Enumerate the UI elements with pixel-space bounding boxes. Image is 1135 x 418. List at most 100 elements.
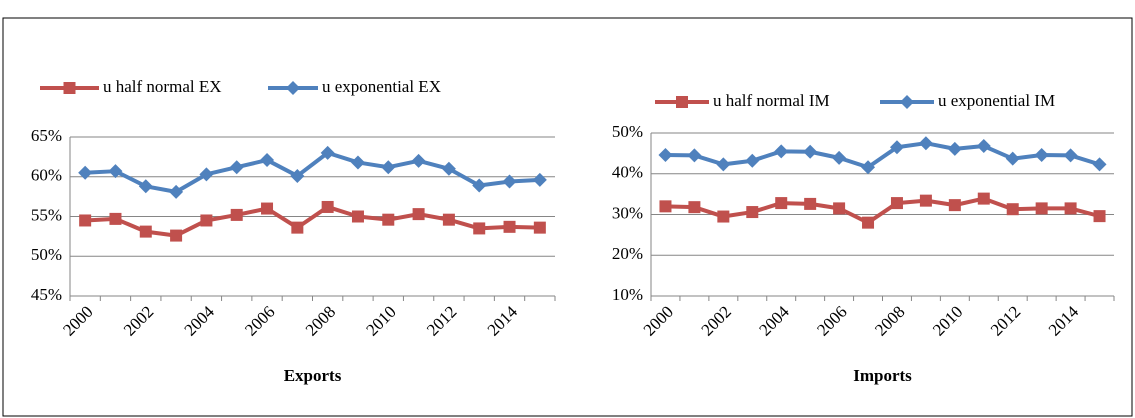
y-tick-label: 10%: [612, 285, 643, 304]
marker: [1092, 157, 1107, 172]
marker: [260, 153, 275, 168]
marker: [804, 197, 817, 210]
y-tick-label: 40%: [612, 163, 643, 182]
marker: [1006, 203, 1019, 216]
marker: [889, 140, 904, 155]
marker: [502, 174, 517, 189]
marker: [441, 161, 456, 176]
marker: [833, 202, 846, 215]
marker: [919, 194, 932, 207]
marker: [200, 214, 213, 227]
marker: [169, 184, 184, 199]
marker: [1035, 202, 1048, 215]
marker: [658, 148, 673, 163]
x-tick-label: 2008: [871, 302, 908, 339]
marker: [717, 210, 730, 223]
legend-label: u half normal IM: [713, 91, 830, 110]
marker: [803, 144, 818, 159]
series-line: [665, 196, 1101, 225]
marker: [291, 221, 304, 234]
x-tick-label: 2010: [929, 302, 966, 339]
marker: [533, 221, 546, 234]
y-tick-label: 60%: [31, 166, 62, 185]
x-axis-title: Exports: [284, 366, 342, 385]
marker: [351, 210, 364, 223]
x-tick-label: 2008: [302, 302, 339, 339]
marker: [229, 160, 244, 175]
marker: [890, 197, 903, 210]
x-tick-label: 2006: [241, 302, 278, 339]
y-tick-label: 50%: [31, 245, 62, 264]
marker: [676, 96, 688, 108]
marker: [775, 197, 788, 210]
marker: [138, 179, 153, 194]
marker: [412, 208, 425, 221]
marker: [688, 201, 701, 214]
marker: [320, 145, 335, 160]
x-tick-label: 2002: [120, 302, 157, 339]
marker: [861, 160, 876, 175]
x-tick-label: 2014: [484, 302, 522, 340]
marker: [659, 200, 672, 213]
marker: [1064, 202, 1077, 215]
marker: [532, 172, 547, 187]
y-tick-label: 65%: [31, 126, 62, 145]
y-tick-label: 55%: [31, 205, 62, 224]
marker: [947, 141, 962, 156]
marker: [687, 148, 702, 163]
marker: [745, 153, 760, 168]
marker: [170, 229, 183, 242]
legend-label: u half normal EX: [103, 77, 222, 96]
series-line: [665, 141, 1101, 170]
marker: [1063, 148, 1078, 163]
marker: [1005, 151, 1020, 166]
marker: [230, 208, 243, 221]
x-tick-label: 2002: [697, 302, 734, 339]
marker: [261, 202, 274, 215]
x-tick-label: 2012: [423, 302, 460, 339]
marker: [290, 168, 305, 183]
marker: [774, 144, 789, 159]
frame: [2, 17, 1133, 417]
marker: [918, 136, 933, 151]
marker: [716, 157, 731, 172]
x-tick-label: 2012: [987, 302, 1024, 339]
marker: [900, 95, 914, 109]
marker: [411, 153, 426, 168]
marker: [832, 150, 847, 165]
y-tick-label: 20%: [612, 244, 643, 263]
x-tick-label: 2006: [813, 302, 850, 339]
series-line: [85, 150, 540, 194]
x-axis-title: Imports: [853, 366, 912, 385]
marker: [108, 164, 123, 179]
marker: [321, 200, 334, 213]
marker: [109, 212, 122, 225]
marker: [473, 222, 486, 235]
marker: [199, 167, 214, 182]
legend-label: u exponential EX: [322, 77, 441, 96]
marker: [63, 82, 76, 94]
marker: [977, 192, 990, 205]
y-tick-label: 45%: [31, 285, 62, 304]
x-tick-label: 2000: [59, 302, 96, 339]
marker: [382, 213, 395, 226]
marker: [286, 81, 300, 95]
x-tick-label: 2004: [755, 302, 793, 340]
marker: [1093, 210, 1106, 223]
marker: [503, 220, 516, 233]
marker: [442, 213, 455, 226]
marker: [381, 160, 396, 175]
x-tick-label: 2000: [640, 302, 677, 339]
marker: [746, 206, 759, 219]
x-tick-label: 2014: [1045, 302, 1083, 340]
marker: [350, 155, 365, 170]
marker: [976, 139, 991, 154]
marker: [472, 178, 487, 193]
marker: [78, 165, 93, 180]
x-tick-label: 2004: [181, 302, 219, 340]
y-tick-label: 30%: [612, 203, 643, 222]
series-line: [85, 204, 540, 238]
marker: [1034, 148, 1049, 163]
x-tick-label: 2010: [362, 302, 399, 339]
